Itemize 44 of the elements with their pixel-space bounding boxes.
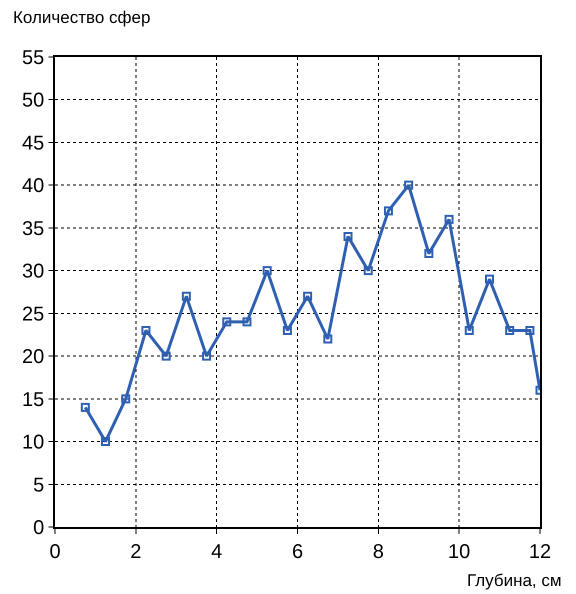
point	[444, 214, 454, 224]
point	[282, 326, 292, 335]
x-tick-label: 2	[130, 540, 142, 563]
point	[202, 352, 212, 361]
y-tick-label: 40	[22, 175, 44, 198]
point	[222, 317, 232, 326]
x-tick-label: 8	[372, 540, 384, 563]
point	[262, 266, 272, 276]
x-axis-title: Глубина, см	[467, 571, 562, 590]
point	[303, 292, 312, 301]
point	[424, 249, 434, 258]
point	[505, 326, 514, 335]
point	[121, 394, 130, 404]
point	[101, 437, 110, 446]
point	[404, 180, 414, 190]
point	[344, 232, 353, 241]
x-tick-label: 10	[448, 540, 470, 563]
x-tick-label: 12	[528, 540, 552, 563]
y-tick-label: 15	[22, 388, 44, 411]
x-tick-label: 6	[292, 540, 304, 563]
x-tick-label: 0	[49, 540, 61, 563]
x-tick-label: 4	[211, 540, 222, 563]
y-axis-title: Количество сфер	[13, 8, 150, 27]
point	[80, 402, 90, 412]
point	[242, 317, 252, 326]
point	[364, 266, 373, 276]
y-tick-label: 30	[22, 260, 44, 283]
y-tick-label: 25	[22, 303, 44, 326]
point	[525, 326, 534, 335]
point	[182, 292, 191, 301]
y-tick-label: 55	[22, 47, 44, 69]
point	[384, 206, 393, 216]
point	[464, 326, 474, 335]
y-tick-label: 50	[22, 90, 44, 112]
y-tick-label: 0	[33, 517, 44, 539]
y-tick-label: 5	[33, 474, 44, 496]
y-tick-label: 45	[22, 132, 44, 154]
y-tick-label: 35	[22, 218, 44, 240]
point	[484, 274, 494, 284]
point	[141, 326, 150, 335]
y-tick-label: 20	[22, 346, 44, 368]
y-tick-label: 10	[22, 432, 44, 454]
point	[323, 334, 332, 344]
point	[162, 352, 171, 361]
